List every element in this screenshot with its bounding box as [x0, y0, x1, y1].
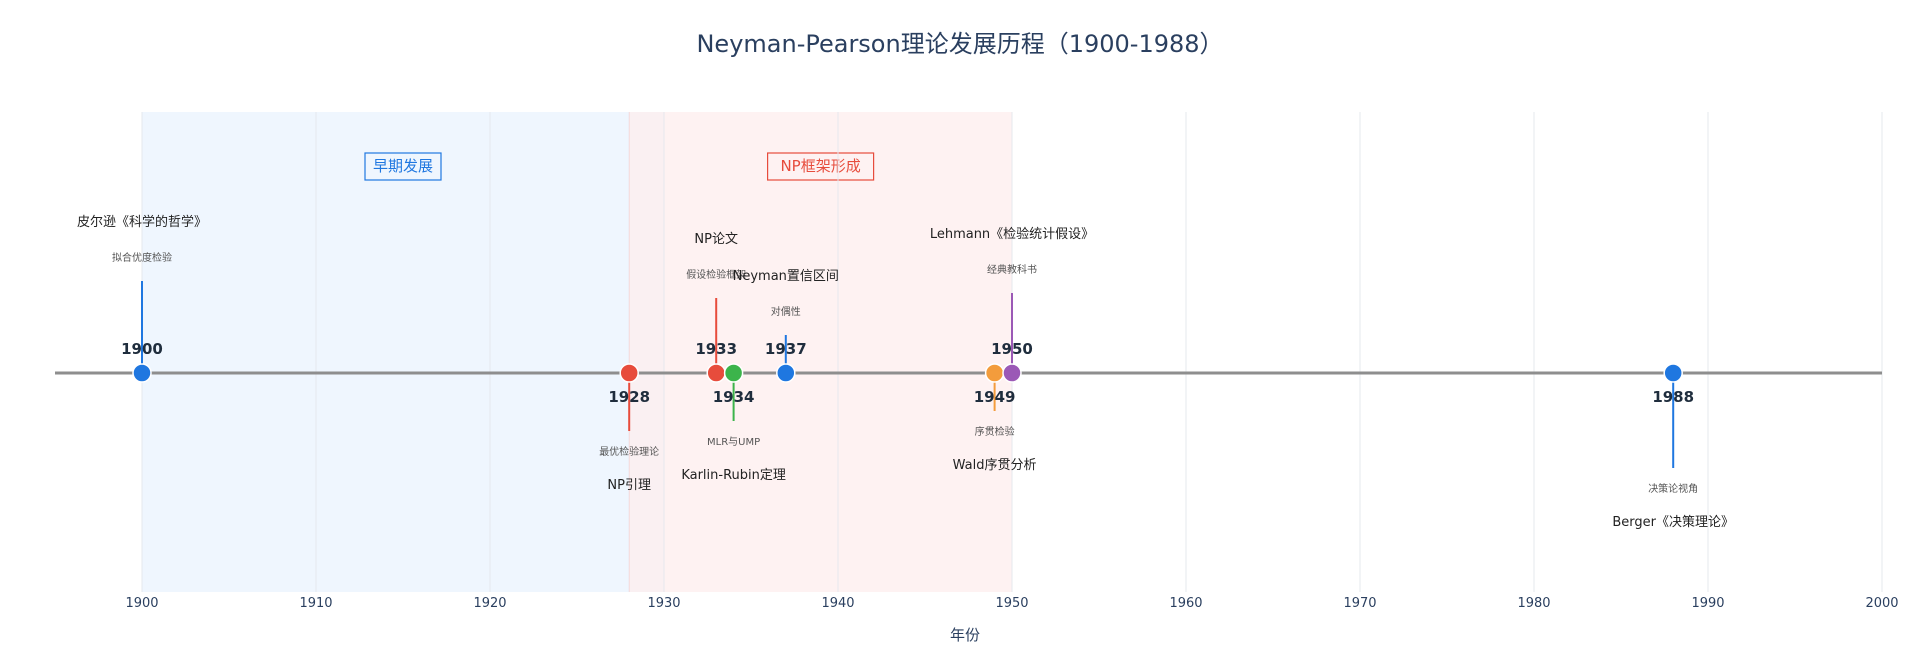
era-label: 早期发展	[373, 157, 433, 175]
event-marker	[1002, 363, 1022, 383]
event-subtitle: MLR与UMP	[707, 436, 760, 448]
event-title: Wald序贯分析	[953, 458, 1037, 473]
x-tick-label: 1920	[473, 596, 506, 611]
x-tick-label: 1910	[299, 596, 332, 611]
event-subtitle: 对偶性	[771, 305, 801, 318]
event-year-label: 1937	[765, 340, 807, 358]
event-labels: 1900 拟合优度检验 皮尔逊《科学的哲学》 1928 最优检验理论 NP引理 1933 假设…	[77, 214, 1734, 530]
era-label-box	[364, 152, 442, 181]
x-tick-label: 1960	[1169, 596, 1202, 611]
x-tick-label: 1950	[995, 596, 1028, 611]
event-title: NP引理	[607, 478, 651, 493]
event-title: Karlin-Rubin定理	[681, 468, 786, 483]
event-subtitle: 经典教科书	[987, 263, 1037, 276]
event-marker	[1663, 363, 1683, 383]
x-tick-label: 1900	[125, 596, 158, 611]
event-year-label: 1934	[713, 388, 755, 406]
x-tick-label: 1980	[1517, 596, 1550, 611]
event-title: NP论文	[694, 232, 738, 247]
era-band	[629, 112, 1012, 592]
x-tick-label: 1940	[821, 596, 854, 611]
event-title: 皮尔逊《科学的哲学》	[77, 214, 207, 230]
era-label: NP框架形成	[780, 157, 860, 175]
event-year-label: 1949	[974, 388, 1016, 406]
x-tick-label: 1990	[1691, 596, 1724, 611]
chart-title: Neyman-Pearson理论发展历程（1900-1988）	[696, 30, 1223, 58]
x-axis-title: 年份	[950, 626, 980, 644]
event-subtitle: 序贯检验	[975, 425, 1015, 438]
era-band	[142, 112, 664, 592]
x-tick-label: 1970	[1343, 596, 1376, 611]
era-bands: 早期发展 NP框架形成	[141, 112, 1012, 592]
x-tick-label: 1930	[647, 596, 680, 611]
era-label-box	[766, 152, 875, 181]
event-subtitle: 拟合优度检验	[112, 251, 172, 264]
event-year-label: 1988	[1652, 388, 1694, 406]
event-marker	[776, 363, 796, 383]
event-marker	[706, 363, 726, 383]
event-marker	[723, 363, 744, 383]
event-subtitle: 决策论视角	[1648, 482, 1698, 495]
x-tick-label: 2000	[1865, 596, 1898, 611]
event-year-label: 1928	[608, 388, 650, 406]
event-title: Berger《决策理论》	[1612, 514, 1734, 530]
event-year-label: 1933	[695, 340, 737, 358]
event-marker	[132, 363, 152, 383]
event-title: Lehmann《检验统计假设》	[930, 226, 1094, 242]
event-markers	[132, 363, 1683, 383]
x-ticks: 1900 1910 1920 1930 1940 1950 1960 1970 1980 1990…	[125, 596, 1898, 611]
event-year-label: 1900	[121, 340, 163, 358]
event-year-label: 1950	[991, 340, 1033, 358]
event-title: Neyman置信区间	[733, 269, 839, 284]
event-subtitle: 假设检验框架	[686, 268, 746, 281]
event-marker	[984, 363, 1005, 383]
event-subtitle: 最优检验理论	[599, 445, 659, 458]
event-marker	[619, 363, 639, 383]
